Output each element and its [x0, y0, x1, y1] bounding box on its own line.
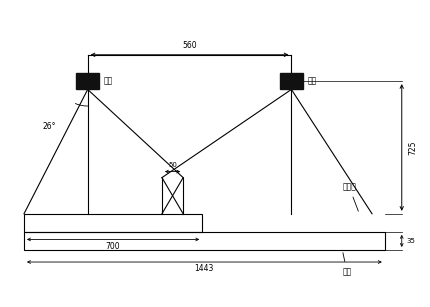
- Text: 相机: 相机: [104, 77, 113, 86]
- Text: 光屏: 光屏: [342, 253, 352, 276]
- Bar: [24, 214, 202, 232]
- Text: 1443: 1443: [195, 264, 214, 274]
- Text: 50: 50: [168, 162, 177, 168]
- Text: 35: 35: [406, 238, 415, 244]
- Text: 700: 700: [106, 243, 120, 251]
- Bar: [24, 232, 385, 250]
- Text: 相机: 相机: [307, 77, 316, 86]
- Bar: [280, 73, 303, 89]
- Bar: [76, 73, 99, 89]
- Text: 检测面: 检测面: [342, 183, 358, 211]
- Text: 725: 725: [408, 140, 417, 155]
- Text: 560: 560: [182, 41, 197, 50]
- Text: 26°: 26°: [43, 122, 56, 131]
